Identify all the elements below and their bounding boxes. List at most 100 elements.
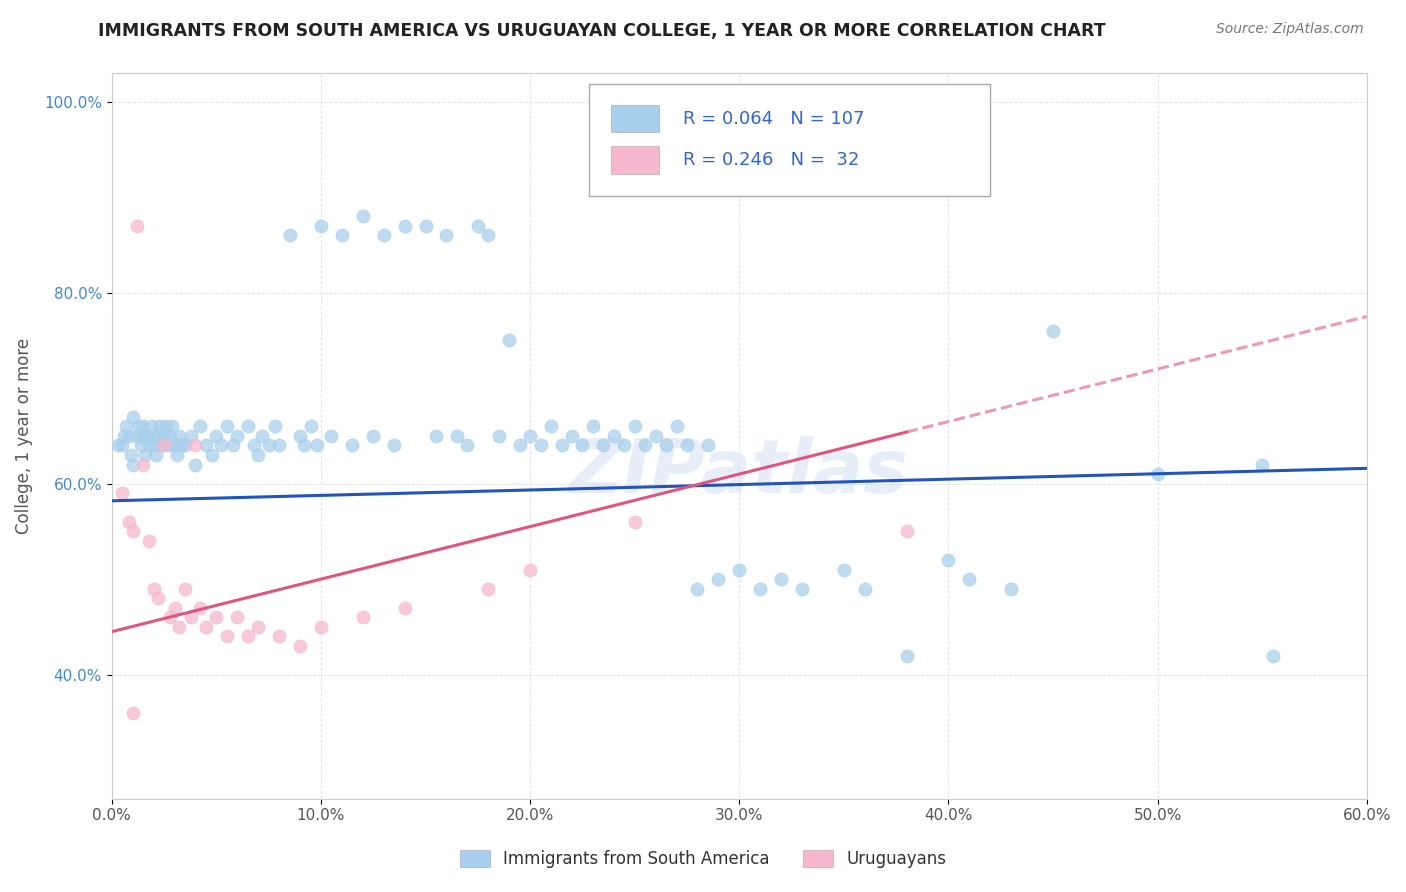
Point: [321, 429, 343, 443]
Legend: Immigrants from South America, Uruguayans: Immigrants from South America, Uruguayan…: [453, 843, 953, 875]
Text: Source: ZipAtlas.com: Source: ZipAtlas.com: [1216, 22, 1364, 37]
Point: [125, 219, 148, 233]
Text: R = 0.246   N =  32: R = 0.246 N = 32: [683, 151, 859, 169]
Point: [166, 448, 188, 462]
Point: [1146, 467, 1168, 481]
Point: [498, 334, 520, 348]
Point: [149, 419, 172, 434]
Point: [146, 429, 169, 443]
Point: [728, 563, 751, 577]
Point: [215, 629, 238, 643]
Point: [129, 438, 152, 452]
Point: [184, 438, 207, 452]
Point: [174, 438, 197, 452]
Point: [1251, 458, 1274, 472]
Point: [264, 419, 287, 434]
Point: [613, 438, 636, 452]
Point: [425, 429, 447, 443]
Point: [519, 429, 541, 443]
Point: [141, 419, 163, 434]
Point: [832, 563, 855, 577]
Point: [112, 429, 135, 443]
Point: [509, 438, 531, 452]
Point: [519, 563, 541, 577]
Point: [456, 438, 478, 452]
Point: [107, 438, 129, 452]
Point: [236, 419, 259, 434]
Point: [330, 228, 353, 243]
Point: [226, 429, 249, 443]
Point: [125, 429, 148, 443]
Point: [111, 438, 134, 452]
Point: [676, 438, 699, 452]
Point: [938, 553, 960, 567]
Point: [115, 419, 138, 434]
Point: [209, 438, 232, 452]
Point: [288, 429, 311, 443]
Point: [623, 515, 645, 529]
Point: [138, 438, 160, 452]
Point: [157, 438, 180, 452]
Point: [132, 419, 155, 434]
Y-axis label: College, 1 year or more: College, 1 year or more: [15, 338, 32, 534]
Point: [477, 228, 499, 243]
Point: [153, 438, 176, 452]
Point: [665, 419, 688, 434]
Point: [373, 228, 395, 243]
Point: [634, 438, 657, 452]
Point: [243, 438, 266, 452]
Point: [121, 409, 143, 424]
Point: [247, 448, 270, 462]
Point: [749, 582, 772, 596]
Point: [134, 448, 156, 462]
Point: [188, 600, 211, 615]
Point: [269, 629, 291, 643]
Point: [582, 419, 605, 434]
Point: [142, 582, 165, 596]
Point: [488, 429, 510, 443]
Point: [436, 228, 458, 243]
Point: [278, 228, 301, 243]
Point: [1000, 582, 1022, 596]
Point: [138, 533, 160, 548]
Point: [623, 419, 645, 434]
Point: [117, 515, 139, 529]
Point: [853, 582, 876, 596]
Point: [957, 572, 980, 586]
Point: [236, 629, 259, 643]
Point: [117, 429, 139, 443]
Point: [174, 582, 197, 596]
Text: ZIPatlas: ZIPatlas: [569, 435, 910, 508]
Point: [288, 639, 311, 653]
Point: [361, 429, 384, 443]
Point: [561, 429, 583, 443]
Point: [655, 438, 678, 452]
Point: [205, 610, 228, 624]
Point: [194, 620, 217, 634]
Point: [415, 219, 437, 233]
Point: [222, 438, 245, 452]
Point: [132, 429, 155, 443]
Point: [342, 438, 364, 452]
Point: [1042, 324, 1064, 338]
Point: [770, 572, 793, 586]
Point: [205, 429, 228, 443]
Point: [142, 429, 165, 443]
Point: [121, 706, 143, 720]
Point: [162, 419, 184, 434]
Point: [194, 438, 217, 452]
FancyBboxPatch shape: [589, 84, 990, 196]
Point: [790, 582, 813, 596]
Point: [180, 429, 202, 443]
Point: [170, 438, 193, 452]
Point: [188, 419, 211, 434]
Point: [159, 610, 181, 624]
Point: [142, 438, 165, 452]
Point: [136, 429, 159, 443]
Point: [896, 648, 918, 663]
Text: R = 0.064   N = 107: R = 0.064 N = 107: [683, 110, 865, 128]
Point: [446, 429, 468, 443]
Point: [686, 582, 709, 596]
Point: [707, 572, 730, 586]
Point: [1261, 648, 1284, 663]
